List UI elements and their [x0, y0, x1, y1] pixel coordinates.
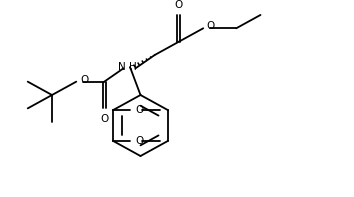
Text: O: O: [175, 0, 183, 10]
Text: O: O: [136, 105, 144, 115]
Text: O: O: [100, 114, 108, 124]
Text: O: O: [136, 136, 144, 146]
Text: O: O: [80, 75, 88, 85]
Text: N: N: [118, 62, 126, 72]
Text: H: H: [130, 62, 137, 72]
Text: O: O: [206, 21, 215, 31]
